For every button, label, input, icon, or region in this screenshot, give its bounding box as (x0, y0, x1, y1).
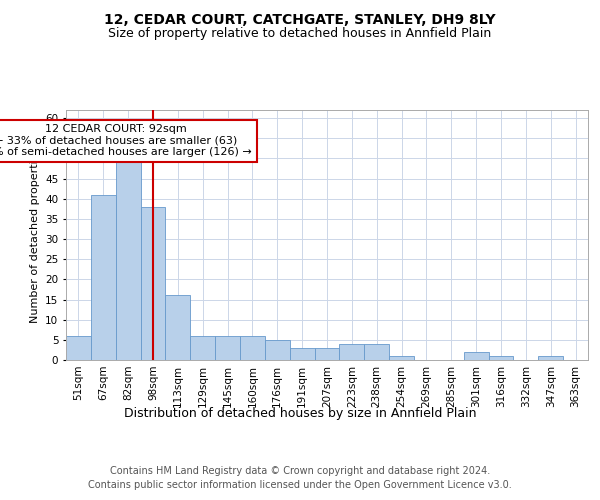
Bar (166, 296, 190, 360)
Bar (314, 348, 340, 360)
Text: Size of property relative to detached houses in Annfield Plain: Size of property relative to detached ho… (109, 28, 491, 40)
Bar (538, 356, 563, 360)
Text: 12 CEDAR COURT: 92sqm
← 33% of detached houses are smaller (63)
66% of semi-deta: 12 CEDAR COURT: 92sqm ← 33% of detached … (0, 124, 252, 158)
Bar (488, 356, 514, 360)
Bar (240, 336, 265, 360)
Bar (389, 356, 414, 360)
Bar (140, 207, 166, 360)
Bar (215, 336, 240, 360)
Bar (265, 340, 290, 360)
Bar (116, 158, 140, 360)
Bar (340, 344, 364, 360)
Bar (91, 194, 116, 360)
Bar (464, 352, 488, 360)
Bar (290, 348, 314, 360)
Text: Contains HM Land Registry data © Crown copyright and database right 2024.
Contai: Contains HM Land Registry data © Crown c… (88, 466, 512, 490)
Bar (190, 336, 215, 360)
Bar (364, 344, 389, 360)
Text: 12, CEDAR COURT, CATCHGATE, STANLEY, DH9 8LY: 12, CEDAR COURT, CATCHGATE, STANLEY, DH9… (104, 12, 496, 26)
Bar (66, 336, 91, 360)
Y-axis label: Number of detached properties: Number of detached properties (29, 148, 40, 322)
Text: Distribution of detached houses by size in Annfield Plain: Distribution of detached houses by size … (124, 408, 476, 420)
